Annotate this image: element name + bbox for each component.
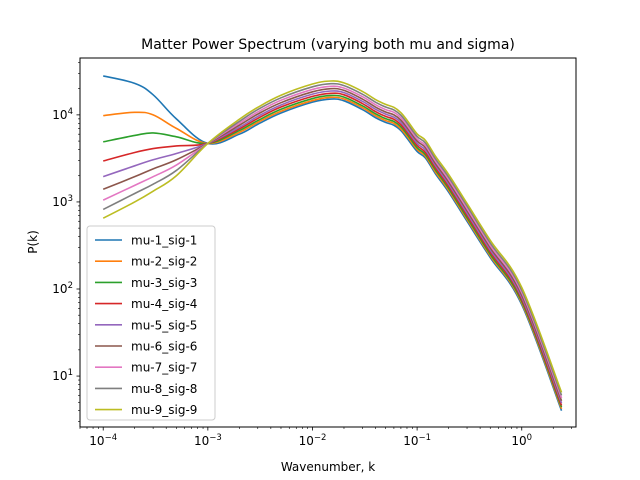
legend-label: mu-4_sig-4 <box>131 297 197 311</box>
legend-box <box>86 225 216 421</box>
y-tick-label: 101 <box>52 368 73 383</box>
legend-entry: mu-7_sig-7 <box>95 361 197 375</box>
legend-entry: mu-3_sig-3 <box>95 276 197 290</box>
y-axis-label: P(k) <box>26 230 40 254</box>
legend-label: mu-1_sig-1 <box>131 234 197 248</box>
legend-label: mu-2_sig-2 <box>131 255 197 269</box>
legend-label: mu-6_sig-6 <box>131 340 197 354</box>
x-tick-label: 10−3 <box>194 433 222 448</box>
x-tick-label: 100 <box>511 433 532 448</box>
y-tick-label: 102 <box>52 281 73 296</box>
chart-title: Matter Power Spectrum (varying both mu a… <box>141 37 515 53</box>
legend-entry: mu-6_sig-6 <box>95 340 197 354</box>
x-tick-label: 10−1 <box>403 433 431 448</box>
legend-entry: mu-1_sig-1 <box>95 234 197 248</box>
legend-label: mu-8_sig-8 <box>131 382 197 396</box>
legend: mu-1_sig-1 mu-2_sig-2 mu-3_sig-3 mu-4_sig-4… <box>86 225 216 421</box>
legend-entry: mu-4_sig-4 <box>95 297 197 311</box>
legend-entry: mu-5_sig-5 <box>95 318 197 332</box>
series-line-9 <box>102 80 563 393</box>
y-axis-ticks: 101 102 103 104 <box>52 62 80 422</box>
x-axis-label: Wavenumber, k <box>281 460 375 474</box>
series-lines <box>102 75 563 411</box>
legend-label: mu-9_sig-9 <box>131 403 197 417</box>
x-axis-ticks: 10−4 10−3 10−2 10−1 100 <box>79 427 572 448</box>
legend-label: mu-3_sig-3 <box>131 276 197 290</box>
legend-entry: mu-8_sig-8 <box>95 382 197 396</box>
legend-items: mu-1_sig-1 mu-2_sig-2 mu-3_sig-3 mu-4_sig-4… <box>95 234 197 417</box>
legend-label: mu-7_sig-7 <box>131 361 197 375</box>
y-tick-label: 103 <box>52 194 73 209</box>
y-tick-label: 104 <box>52 107 73 122</box>
plot-frame <box>79 57 577 428</box>
legend-entry: mu-9_sig-9 <box>95 403 197 417</box>
x-tick-label: 10−4 <box>89 433 117 448</box>
x-tick-label: 10−2 <box>299 433 327 448</box>
legend-label: mu-5_sig-5 <box>131 318 197 332</box>
legend-entry: mu-2_sig-2 <box>95 255 197 269</box>
